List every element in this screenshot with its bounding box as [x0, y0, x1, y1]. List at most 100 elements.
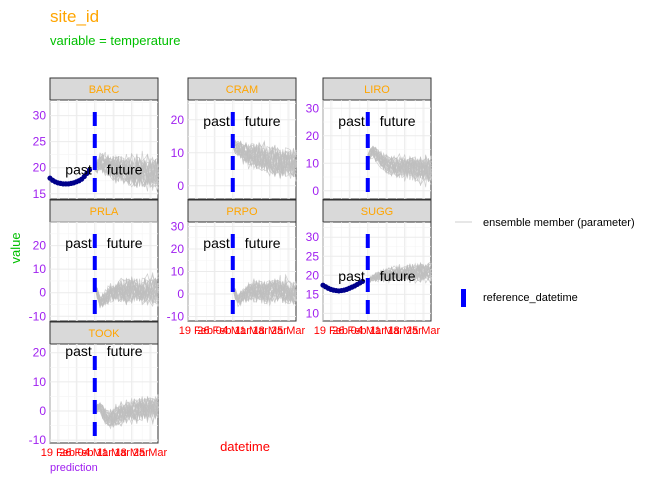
legend-key-reference: [461, 289, 466, 307]
ensemble-line: [232, 279, 297, 304]
chart-title: site_id: [50, 7, 99, 26]
ensemble-line: [367, 265, 432, 283]
legend-label-ensemble: ensemble member (parameter): [483, 217, 635, 229]
ensemble-line: [94, 152, 159, 187]
ensemble-members: [94, 150, 159, 194]
y-tick-label: 10: [33, 262, 47, 276]
y-tick-label: 10: [171, 265, 185, 279]
ensemble-members: [232, 273, 297, 308]
x-tick-label: 04 Mar: [351, 325, 386, 337]
observation-point: [86, 167, 93, 173]
past-label: past: [203, 235, 230, 251]
facet-panel-liro: LIRO 0 10 20 30 past future: [306, 77, 432, 200]
x-tick-label: 19 Feb: [314, 325, 348, 337]
strip-label: LIRO: [364, 84, 390, 96]
ensemble-line: [94, 277, 159, 306]
y-tick-label: 25: [33, 135, 47, 149]
y-tick-label: 30: [306, 101, 320, 115]
y-tick-label: 0: [312, 184, 319, 198]
ensemble-line: [94, 279, 159, 304]
future-label: future: [380, 268, 416, 284]
y-tick-label: 20: [33, 239, 47, 253]
future-label: future: [245, 113, 281, 129]
y-tick-label: -10: [167, 310, 185, 324]
legend-label-reference: reference_datetime: [483, 292, 578, 304]
past-label: past: [203, 113, 230, 129]
ensemble-line: [232, 282, 297, 305]
ensemble-line: [94, 274, 159, 301]
x-tick-label: 18 Mar: [388, 325, 423, 337]
x-tick-label: 19 Feb: [41, 447, 75, 459]
strip-label: BARC: [89, 84, 120, 96]
x-tick-label: 25 Mar: [133, 447, 168, 459]
ensemble-members: [94, 272, 159, 309]
ensemble-line: [94, 400, 159, 425]
ensemble-line: [367, 263, 432, 282]
y-axis-label: value: [8, 232, 23, 263]
observation-point: [359, 278, 366, 284]
strip-label: TOOK: [89, 328, 121, 340]
ensemble-line: [367, 145, 432, 186]
y-tick-label: 20: [33, 161, 47, 175]
x-tick-label: 18 Mar: [253, 325, 288, 337]
ensemble-line: [232, 143, 297, 176]
x-tick-label: 11 Mar: [370, 325, 404, 337]
strip-label: CRAM: [226, 84, 258, 96]
ensemble-line: [94, 283, 159, 305]
legend: ensemble member (parameter) reference_dat…: [455, 217, 635, 307]
x-tick-label: 18 Mar: [115, 447, 150, 459]
ensemble-line: [367, 145, 432, 178]
ensemble-line: [367, 147, 432, 188]
past-label: past: [338, 113, 365, 129]
ensemble-members: [94, 394, 159, 430]
y-tick-label: 0: [39, 286, 46, 300]
ensemble-line: [367, 262, 432, 283]
future-label: future: [380, 113, 416, 129]
past-label: past: [338, 268, 365, 284]
ensemble-line: [232, 279, 297, 303]
x-tick-label: 26 Feb: [332, 325, 366, 337]
past-label: past: [65, 161, 92, 177]
chart-subtitle: variable = temperature: [50, 33, 180, 48]
future-label: future: [245, 235, 281, 251]
ensemble-line: [367, 149, 432, 181]
facet-panel-cram: CRAM 0 10 20 past future: [171, 77, 297, 200]
ensemble-line: [232, 142, 297, 177]
strip-label: PRLA: [90, 206, 119, 218]
y-tick-label: 20: [306, 268, 320, 282]
x-tick-label: 26 Feb: [197, 325, 231, 337]
y-tick-label: 10: [33, 375, 47, 389]
ensemble-line: [94, 397, 159, 426]
ensemble-line: [94, 398, 159, 423]
panel-background: [49, 343, 159, 444]
ensemble-members: [232, 139, 297, 182]
ensemble-line: [94, 154, 159, 188]
ensemble-line: [94, 398, 159, 427]
ensemble-line: [232, 142, 297, 170]
strip-label: PRPO: [226, 206, 258, 218]
x-tick-label: 25 Mar: [271, 325, 306, 337]
x-tick-label: 11 Mar: [97, 447, 131, 459]
ensemble-line: [232, 284, 297, 305]
y-tick-label: 25: [306, 249, 320, 263]
future-label: future: [107, 161, 143, 177]
x-tick-label: 26 Feb: [59, 447, 93, 459]
y-tick-label: 20: [171, 113, 185, 127]
y-tick-label: 0: [39, 404, 46, 418]
x-tick-label: 04 Mar: [216, 325, 251, 337]
ensemble-line: [367, 149, 432, 180]
ensemble-line: [232, 279, 297, 302]
ensemble-line: [367, 268, 432, 285]
future-label: future: [107, 235, 143, 251]
facet-panel-prla: PRLA -10 0 10 20 past future: [29, 199, 159, 323]
x-tick-label: 04 Mar: [78, 447, 113, 459]
y-tick-label: 15: [306, 287, 320, 301]
y-tick-label: 30: [306, 230, 320, 244]
caption: prediction: [50, 462, 98, 474]
ensemble-line: [94, 153, 159, 186]
y-tick-label: 30: [33, 109, 47, 123]
ensemble-members: [367, 145, 432, 188]
